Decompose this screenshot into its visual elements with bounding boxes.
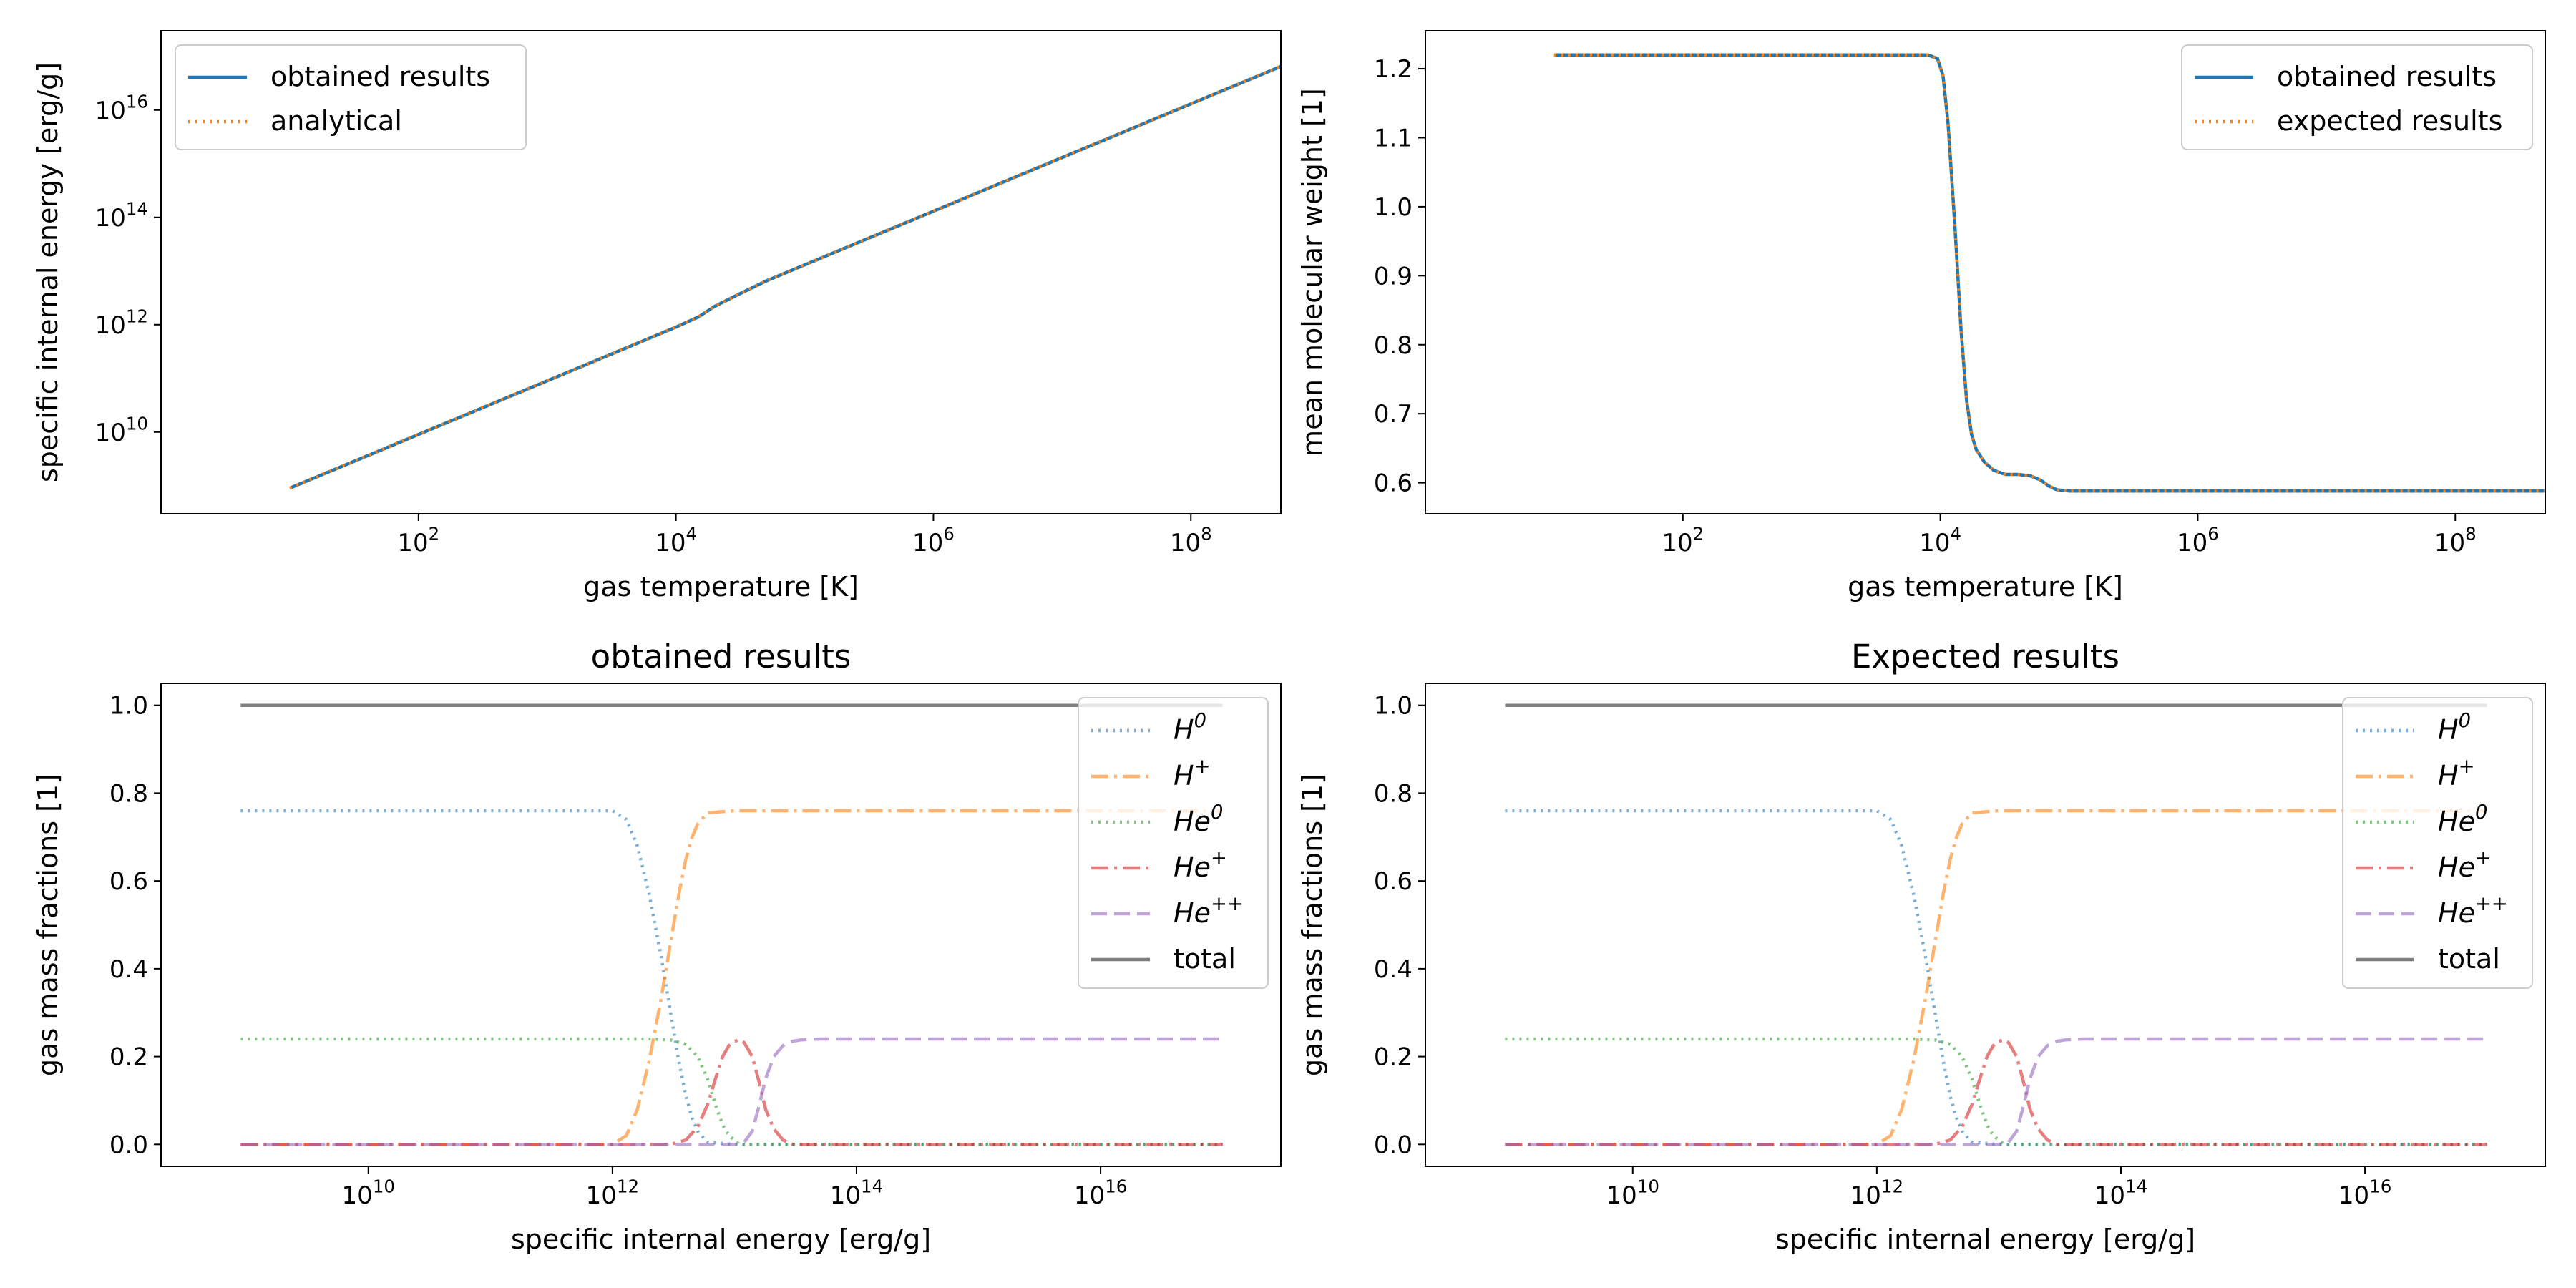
- axes-frame: [160, 30, 1282, 514]
- y-tick-label: 1014: [95, 198, 148, 232]
- series-group: [1505, 703, 2487, 1146]
- x-tick-label: 106: [912, 524, 955, 557]
- legend-label: H+: [1174, 756, 1211, 791]
- x-tick-label: 102: [1662, 524, 1704, 557]
- legend-frame: [1078, 697, 1269, 989]
- y-tick-label: 0.0: [1374, 1131, 1413, 1159]
- series-line-h-: [1505, 809, 2487, 1146]
- legend-label: He++: [1174, 893, 1244, 929]
- y-axis-label: gas mass fractions [1]: [1297, 774, 1328, 1076]
- y-tick-label: 0.0: [109, 1131, 148, 1159]
- chart-title: Expected results: [1851, 638, 2119, 675]
- legend-label: H+: [2438, 756, 2475, 791]
- y-tick-label: 1.2: [1374, 55, 1413, 84]
- series-line-he-: [240, 1038, 1223, 1146]
- series-line-he-: [1505, 1037, 2487, 1146]
- x-tick-label: 1012: [1850, 1176, 1903, 1210]
- legend-label: H0: [1174, 710, 1206, 746]
- series-line-he0: [240, 1037, 1223, 1146]
- x-tick-label: 1010: [342, 1176, 395, 1210]
- axes-frame: [1425, 683, 2546, 1167]
- chart-panel-2: 102 104 106 108 0.6 0.7 0.8 0.9 1.0 1.1 1.2 gas tem…: [1297, 30, 2546, 602]
- x-tick-label: 108: [2434, 524, 2477, 557]
- x-tick-label: 1016: [2338, 1176, 2391, 1210]
- y-tick-label: 0.2: [1374, 1043, 1413, 1072]
- x-tick-label: 1016: [1074, 1176, 1127, 1210]
- x-tick-label: 1010: [1606, 1176, 1659, 1210]
- y-tick-label: 0.8: [1374, 779, 1413, 808]
- y-tick-label: 0.2: [109, 1043, 148, 1072]
- legend-label: obtained results: [270, 61, 490, 92]
- y-tick-label: 1.0: [109, 692, 148, 721]
- legend-frame: [2181, 44, 2533, 150]
- chart-panel-1: 102 104 106 108 1010 1012 1014 1016 gas temperat…: [32, 30, 1282, 602]
- y-tick-label: 1016: [95, 91, 148, 125]
- series-line-he0: [1505, 1037, 2487, 1146]
- x-axis-label: specific internal energy [erg/g]: [1775, 1224, 2195, 1255]
- y-tick-label: 1010: [95, 413, 148, 447]
- x-tick-label: 1014: [2094, 1176, 2147, 1210]
- legend-label: He0: [2438, 801, 2487, 837]
- y-tick-label: 0.8: [1374, 331, 1413, 360]
- x-tick-label: 104: [655, 524, 697, 557]
- x-tick-label: 1014: [830, 1176, 883, 1210]
- series-line-he-: [1505, 1038, 2487, 1146]
- y-axis-label: specific internal energy [erg/g]: [32, 62, 64, 482]
- x-tick-label: 102: [397, 524, 439, 557]
- legend-label: H0: [2438, 710, 2471, 746]
- y-axis-label: gas mass fractions [1]: [32, 774, 64, 1076]
- legend-label: He+: [1174, 847, 1227, 883]
- chart-panel-3: 1010 1012 1014 1016 0.0 0.2 0.4 0.6 0.8 1.0 specif…: [32, 638, 1282, 1255]
- y-axis-label: mean molecular weight [1]: [1297, 88, 1328, 457]
- chart-title: obtained results: [591, 638, 852, 675]
- series-line-analytical: [289, 64, 1281, 490]
- x-tick-label: 104: [1919, 524, 1961, 557]
- y-tick-label: 0.4: [109, 955, 148, 984]
- series-group: [240, 703, 1223, 1146]
- legend-label: He+: [2438, 847, 2492, 883]
- axes-frame: [1425, 30, 2546, 514]
- series-line-h0: [1505, 809, 2487, 1146]
- legend-frame: [2342, 697, 2533, 989]
- x-tick-label: 106: [2177, 524, 2219, 557]
- y-tick-label: 0.6: [109, 867, 148, 896]
- legend-label: analytical: [270, 105, 402, 137]
- x-tick-label: 108: [1170, 524, 1212, 557]
- y-tick-label: 0.8: [109, 779, 148, 808]
- x-axis-label: gas temperature [K]: [1848, 571, 2123, 602]
- x-axis-label: specific internal energy [erg/g]: [511, 1224, 931, 1255]
- y-tick-label: 1.0: [1374, 692, 1413, 721]
- x-tick-label: 1012: [586, 1176, 639, 1210]
- legend-label: He0: [1174, 801, 1223, 837]
- x-axis-label: gas temperature [K]: [583, 571, 859, 602]
- chart-panel-4: 1010 1012 1014 1016 0.0 0.2 0.4 0.6 0.8 1.0 specif…: [1297, 638, 2546, 1255]
- legend-label: expected results: [2277, 105, 2502, 137]
- axes-frame: [160, 683, 1282, 1167]
- y-tick-label: 0.6: [1374, 469, 1413, 498]
- y-tick-label: 0.7: [1374, 400, 1413, 429]
- legend: obtained results analytical: [175, 44, 527, 150]
- legend-label: obtained results: [2277, 61, 2497, 92]
- legend-frame: [175, 44, 527, 150]
- y-tick-label: 0.6: [1374, 867, 1413, 896]
- y-tick-label: 0.4: [1374, 955, 1413, 984]
- legend-label: total: [2438, 943, 2500, 975]
- series-line-h-: [240, 809, 1223, 1146]
- legend-label: He++: [2438, 893, 2508, 929]
- legend: obtained results expected results: [2181, 44, 2533, 150]
- y-tick-label: 1.1: [1374, 124, 1413, 152]
- legend-label: total: [1174, 943, 1236, 975]
- series-line-h0: [240, 809, 1223, 1146]
- series-line-he-: [240, 1037, 1223, 1146]
- legend: H0 H+ He0 He+ He++ total: [1078, 697, 1269, 989]
- y-tick-label: 1.0: [1374, 193, 1413, 222]
- y-tick-label: 0.9: [1374, 262, 1413, 291]
- series-group: [1553, 53, 2545, 493]
- series-group: [289, 64, 1281, 490]
- legend: H0 H+ He0 He+ He++ total: [2342, 697, 2533, 989]
- y-tick-label: 1012: [95, 306, 148, 339]
- series-line-obtained-results: [1553, 53, 2545, 493]
